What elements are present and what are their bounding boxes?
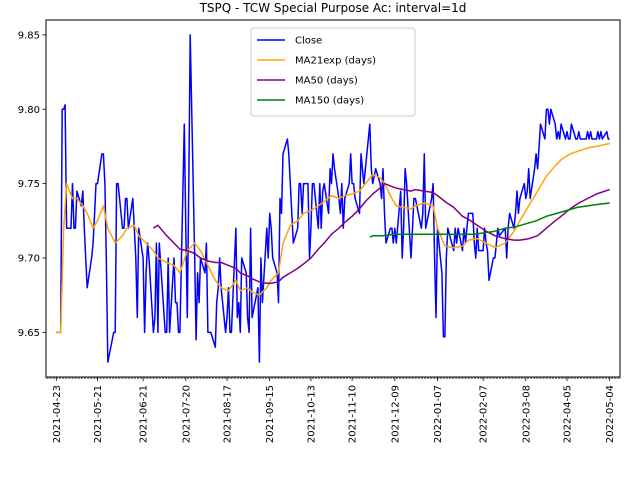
legend-label: Close <box>295 36 322 47</box>
x-tick-label: 2021-06-21 <box>139 385 150 443</box>
y-tick-label: 9.65 <box>18 328 40 339</box>
x-tick-label: 2021-12-09 <box>390 385 401 443</box>
x-tick-label: 2022-01-07 <box>433 385 444 443</box>
legend-label: MA150 (days) <box>295 96 364 107</box>
x-tick-label: 2021-04-23 <box>52 385 63 443</box>
y-tick-label: 9.70 <box>18 254 40 265</box>
series-line-2 <box>152 182 610 285</box>
x-tick-label: 2021-07-20 <box>181 385 192 443</box>
x-tick-label: 2021-09-15 <box>265 385 276 443</box>
legend-label: MA21exp (days) <box>295 56 376 67</box>
x-tick-label: 2021-05-21 <box>93 385 104 443</box>
x-tick-label: 2021-10-13 <box>306 385 317 443</box>
series-line-1 <box>56 142 610 334</box>
x-tick-label: 2021-08-17 <box>223 385 234 443</box>
y-tick-label: 9.85 <box>18 30 40 41</box>
y-axis: 9.65 9.70 9.75 9.80 9.85 <box>18 30 46 339</box>
x-tick-label: 2022-03-08 <box>521 385 532 443</box>
y-tick-label: 9.80 <box>18 105 40 116</box>
series-line-3 <box>369 202 610 238</box>
x-tick-label: 2021-11-10 <box>348 385 359 443</box>
x-tick-label: 2022-04-05 <box>563 385 574 443</box>
legend-box <box>250 27 416 117</box>
legend: Close MA21exp (days) MA50 (days) MA150 (day… <box>250 27 416 117</box>
x-axis: 2021-04-23 2021-05-21 2021-06-21 2021-07-20… <box>45 377 621 443</box>
y-tick-label: 9.75 <box>18 179 40 190</box>
x-tick-label: 2022-02-07 <box>479 385 490 443</box>
legend-label: MA50 (days) <box>295 76 358 87</box>
series-layer <box>56 34 610 363</box>
chart-title: TSPQ - TCW Special Purpose Ac: interval=… <box>199 1 467 15</box>
x-tick-label: 2022-05-04 <box>605 385 616 443</box>
